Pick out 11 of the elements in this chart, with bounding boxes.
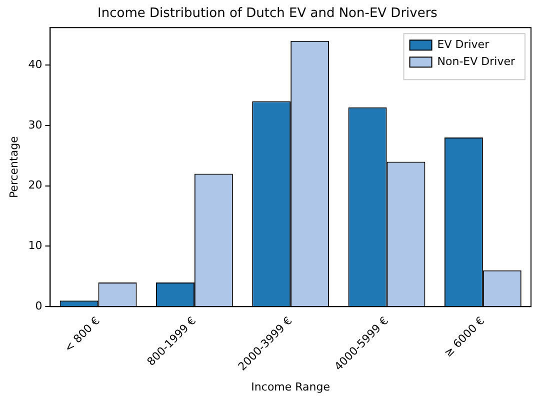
legend-label: Non-EV Driver	[437, 54, 516, 68]
x-tick-label: < 800 €	[62, 314, 102, 355]
legend-label: EV Driver	[437, 38, 490, 51]
x-axis-title: Income Range	[251, 380, 330, 394]
y-tick-label: 10	[28, 239, 42, 252]
chart-title: Income Distribution of Dutch EV and Non-EV Drivers	[98, 6, 438, 22]
y-axis-title: Percentage	[7, 136, 20, 198]
y-tick-label: 20	[28, 178, 42, 192]
y-tick-label: 30	[28, 118, 42, 132]
y-tick-label: 0	[35, 300, 42, 313]
y-tick-label: 40	[28, 58, 42, 71]
